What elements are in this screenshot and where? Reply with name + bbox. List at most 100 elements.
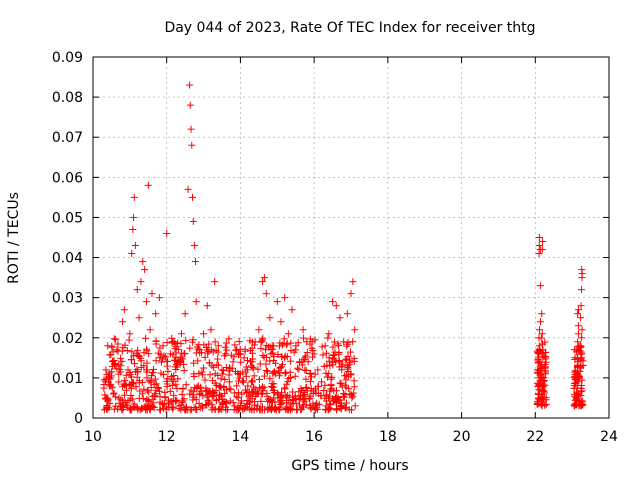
data-point (540, 396, 548, 404)
data-point (302, 383, 310, 391)
x-tick-label: 10 (84, 429, 102, 445)
data-point (300, 356, 308, 364)
data-point (152, 357, 160, 365)
data-point (325, 357, 333, 365)
data-point (183, 403, 191, 411)
data-point (311, 336, 319, 344)
data-point (188, 338, 196, 346)
data-point (120, 306, 128, 314)
data-point (247, 388, 255, 396)
data-point (235, 338, 243, 346)
data-point (189, 217, 197, 225)
data-point (260, 274, 268, 282)
data-point (123, 386, 131, 394)
data-point (216, 383, 224, 391)
data-point (229, 358, 237, 366)
data-point (309, 353, 317, 361)
data-point (340, 338, 348, 346)
data-point (351, 402, 359, 410)
data-point (248, 378, 256, 386)
data-point (222, 339, 230, 347)
data-point (163, 229, 171, 237)
data-point (203, 387, 211, 395)
data-point (190, 359, 198, 367)
data-point (220, 352, 228, 360)
data-point (281, 369, 289, 377)
data-point (351, 326, 359, 334)
data-point (578, 334, 586, 342)
data-point (236, 345, 244, 353)
data-point (334, 340, 342, 348)
data-point (186, 390, 194, 398)
data-point (539, 238, 547, 246)
data-point (190, 242, 198, 250)
data-point (349, 392, 357, 400)
data-point (217, 384, 225, 392)
data-point (574, 390, 582, 398)
data-point (160, 352, 168, 360)
data-point (232, 346, 240, 354)
data-point (307, 373, 315, 381)
data-point (339, 361, 347, 369)
data-point (200, 364, 208, 372)
data-point (189, 396, 197, 404)
data-point (256, 360, 264, 368)
data-point (142, 298, 150, 306)
data-point (304, 358, 312, 366)
data-point (177, 330, 185, 338)
data-point (266, 314, 274, 322)
data-point (119, 344, 127, 352)
data-point (216, 392, 224, 400)
data-point (225, 385, 233, 393)
data-point (257, 344, 265, 352)
data-point (166, 387, 174, 395)
data-point (235, 405, 243, 413)
data-point (537, 370, 545, 378)
data-point (140, 349, 148, 357)
data-point (538, 310, 546, 318)
data-point (171, 357, 179, 365)
data-point (325, 406, 333, 414)
data-point (577, 286, 585, 294)
data-point (287, 357, 295, 365)
data-point (182, 381, 190, 389)
data-point (539, 346, 547, 354)
data-point (274, 394, 282, 402)
data-point (336, 379, 344, 387)
data-point (214, 406, 222, 414)
data-point (325, 330, 333, 338)
data-point (287, 347, 295, 355)
data-point (313, 405, 321, 413)
data-point (329, 343, 337, 351)
data-point (342, 404, 350, 412)
data-point (184, 185, 192, 193)
data-point (288, 306, 296, 314)
data-point (348, 406, 356, 414)
data-point (179, 385, 187, 393)
data-point (235, 374, 243, 382)
data-point (535, 374, 543, 382)
data-point (221, 343, 229, 351)
data-point (130, 213, 138, 221)
data-point (280, 384, 288, 392)
data-point (115, 360, 123, 368)
data-point (541, 338, 549, 346)
data-point (180, 350, 188, 358)
data-point (233, 393, 241, 401)
data-point (157, 406, 165, 414)
data-point (126, 406, 134, 414)
data-point (187, 125, 195, 133)
data-point (302, 352, 310, 360)
data-point (238, 390, 246, 398)
data-point (143, 366, 151, 374)
data-point (194, 357, 202, 365)
data-point (126, 330, 134, 338)
data-point (259, 351, 267, 359)
data-point (113, 346, 121, 354)
data-point (195, 341, 203, 349)
data-point (259, 334, 267, 342)
data-point (238, 377, 246, 385)
data-point (338, 362, 346, 370)
data-point (287, 339, 295, 347)
data-point (143, 374, 151, 382)
